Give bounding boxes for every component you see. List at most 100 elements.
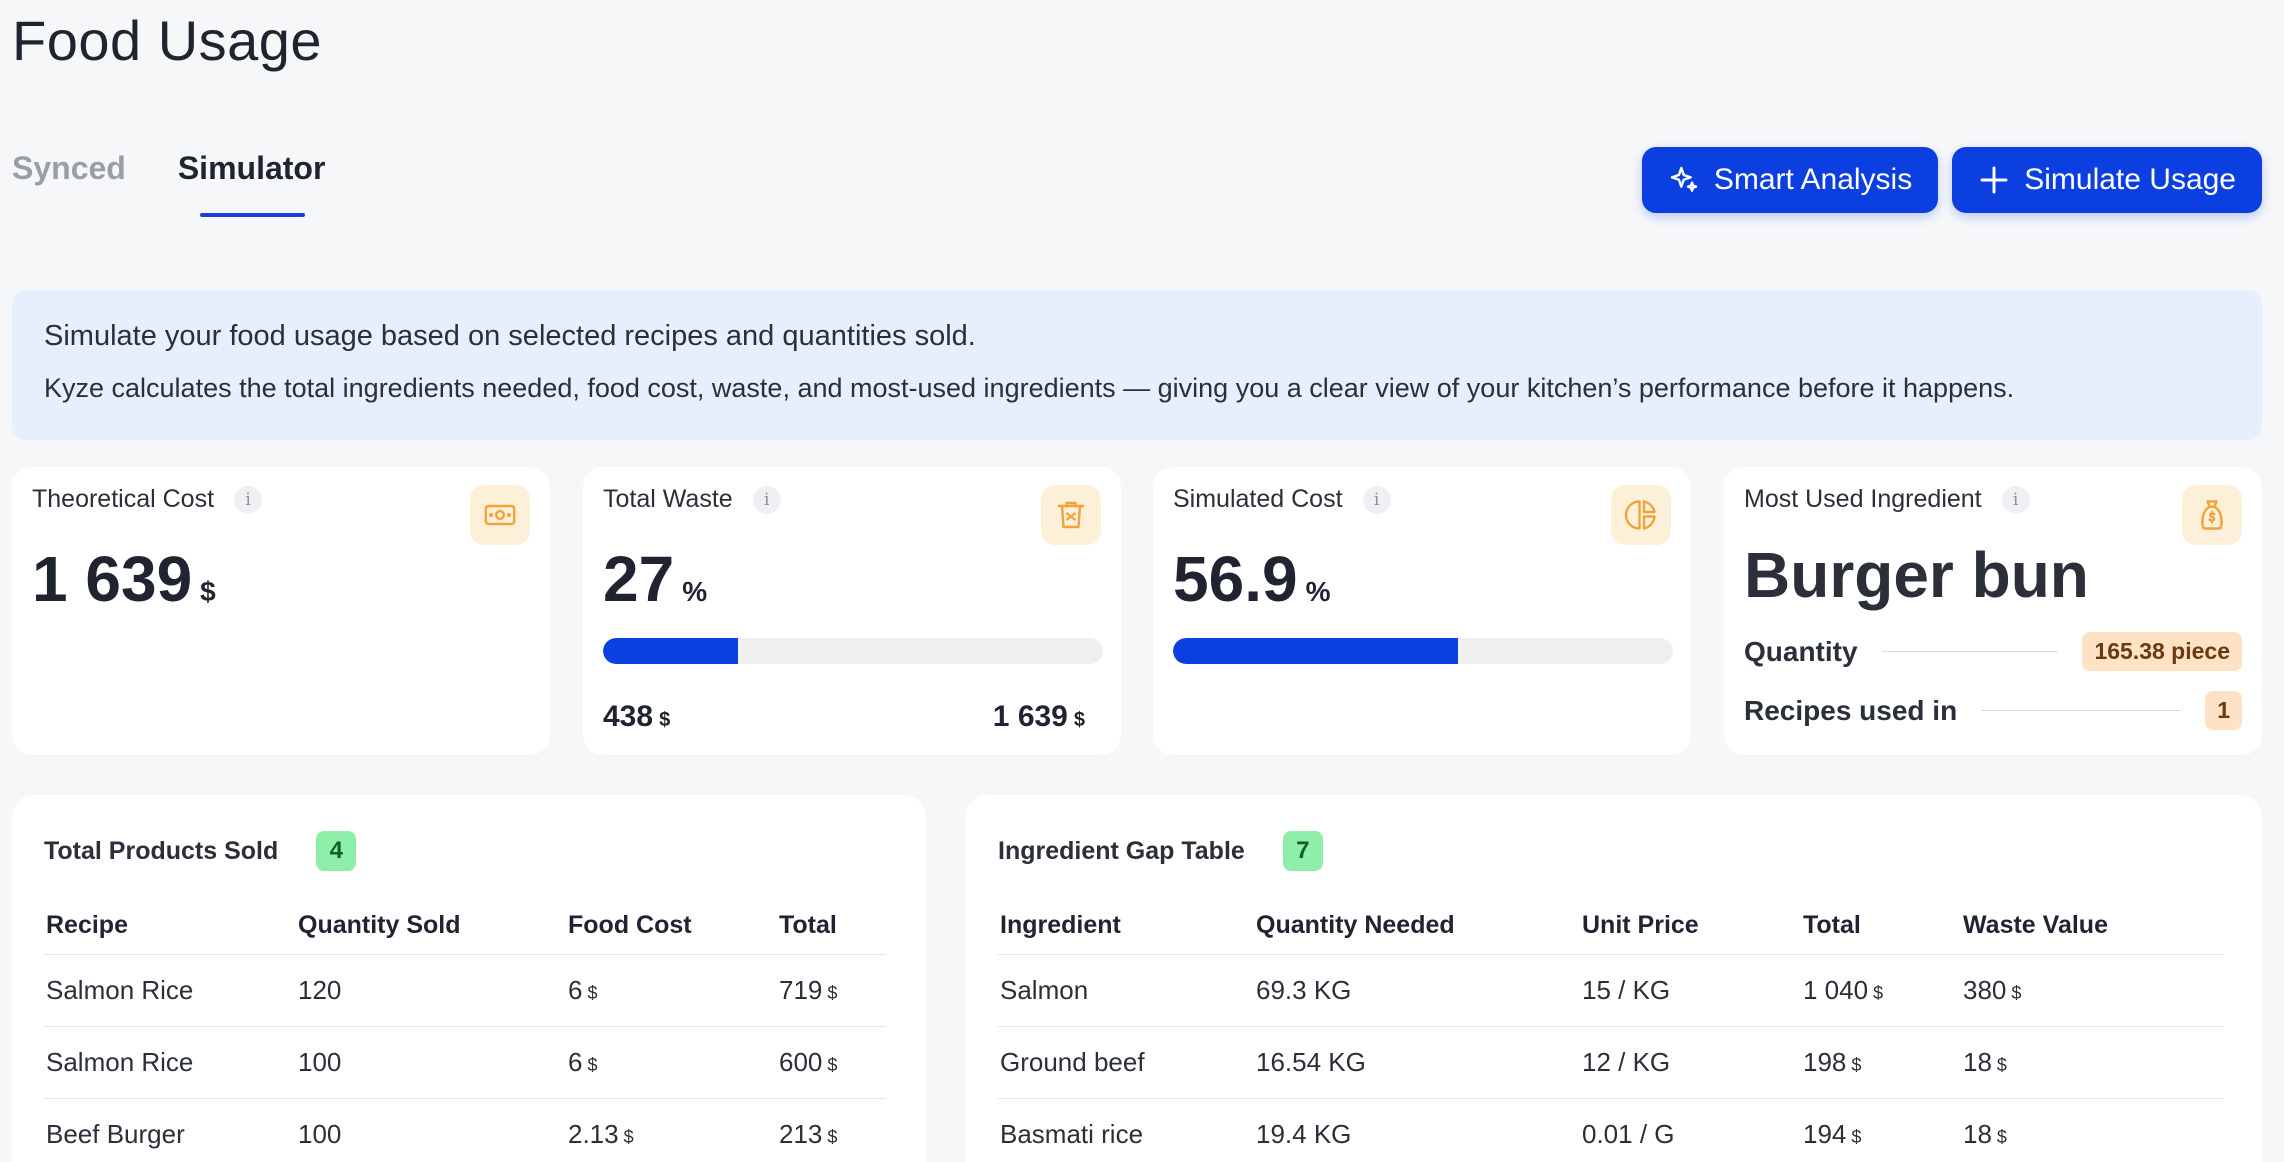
cell-quantity: 120 xyxy=(296,954,566,1027)
tab-synced[interactable]: Synced xyxy=(12,150,126,186)
column-header[interactable]: Total xyxy=(1801,911,1961,955)
column-header[interactable]: Quantity Needed xyxy=(1254,911,1580,955)
simulate-usage-label: Simulate Usage xyxy=(2024,163,2236,196)
divider-line xyxy=(1881,651,2059,652)
kpi-simulated-cost: Simulated Cost i 56.9% xyxy=(1153,467,1691,755)
quantity-row: Quantity 165.38 piece xyxy=(1744,632,2242,671)
currency-unit: $ xyxy=(827,1127,838,1147)
cell-ingredient: Ground beef xyxy=(998,1026,1254,1099)
percent-unit: % xyxy=(1305,576,1331,607)
column-header[interactable]: Waste Value xyxy=(1961,911,2224,955)
quantity-badge: 165.38 piece xyxy=(2082,632,2242,671)
sparkle-icon xyxy=(1670,166,1698,192)
cell-food-cost: 2.13 $ xyxy=(566,1098,777,1162)
currency-unit: $ xyxy=(827,983,838,1003)
cell-total: 600 $ xyxy=(777,1026,886,1099)
table-row[interactable]: Salmon Rice 100 6 $ 600 $ xyxy=(44,1026,886,1099)
recipes-count-badge: 1 xyxy=(2205,691,2242,730)
column-header[interactable]: Unit Price xyxy=(1580,911,1801,955)
table-header-row: Recipe Quantity Sold Food Cost Total xyxy=(44,911,886,955)
tab-bar: Synced Simulator xyxy=(12,150,326,217)
currency-unit: $ xyxy=(200,576,216,607)
quantity-label: Quantity xyxy=(1744,635,1858,667)
products-sold-panel: Total Products Sold 4 Recipe Quantity So… xyxy=(12,795,926,1162)
cell-recipe: Salmon Rice xyxy=(44,954,296,1027)
simulated-cost-progress-bar xyxy=(1173,638,1673,664)
banner-description: Kyze calculates the total ingredients ne… xyxy=(44,373,2015,403)
most-used-ingredient-name: Burger bun xyxy=(1744,539,2089,611)
smart-analysis-button[interactable]: Smart Analysis xyxy=(1641,147,1939,213)
currency-unit: $ xyxy=(1073,709,1085,731)
column-header[interactable]: Food Cost xyxy=(566,911,777,955)
panel-title: Total Products Sold xyxy=(44,836,279,865)
cell-quantity: 100 xyxy=(296,1098,566,1162)
simulate-usage-button[interactable]: Simulate Usage xyxy=(1952,147,2262,213)
cell-food-cost: 6 $ xyxy=(566,1026,777,1099)
kpi-most-used-ingredient: Most Used Ingredient i Burger bun Quanti… xyxy=(1724,467,2262,755)
count-badge: 4 xyxy=(316,831,357,871)
currency-unit: $ xyxy=(623,1127,634,1147)
banner-headline: Simulate your food usage based on select… xyxy=(44,320,976,352)
products-table: Recipe Quantity Sold Food Cost Total Sal… xyxy=(44,911,886,1162)
currency-unit: $ xyxy=(1996,1055,2007,1075)
column-header[interactable]: Quantity Sold xyxy=(296,911,566,955)
kpi-value: 27% xyxy=(603,542,1101,616)
waste-amount: 438 xyxy=(603,700,654,733)
cell-total: 198 $ xyxy=(1801,1026,1961,1099)
value: 719 xyxy=(779,975,823,1005)
column-header[interactable]: Ingredient xyxy=(998,911,1254,955)
table-row[interactable]: Salmon Rice 120 6 $ 719 $ xyxy=(44,954,886,1027)
info-icon[interactable]: i xyxy=(234,485,263,514)
table-row[interactable]: Salmon 69.3 KG 15 / KG 1 040 $ 380 $ xyxy=(998,954,2224,1027)
column-header[interactable]: Recipe xyxy=(44,911,296,955)
recipes-used-label: Recipes used in xyxy=(1744,694,1958,726)
tab-simulator[interactable]: Simulator xyxy=(177,150,326,217)
cell-total: 1 040 $ xyxy=(1801,954,1961,1027)
cell-ingredient: Salmon xyxy=(998,954,1254,1027)
cell-quantity-needed: 16.54 KG xyxy=(1254,1026,1580,1099)
info-icon[interactable]: i xyxy=(2001,485,2030,514)
table-header-row: Ingredient Quantity Needed Unit Price To… xyxy=(998,911,2224,955)
currency-unit: $ xyxy=(587,1055,598,1075)
cell-food-cost: 6 $ xyxy=(566,954,777,1027)
waste-progress-fill xyxy=(603,638,738,664)
value: 380 xyxy=(1963,975,2007,1005)
waste-total-cost: 1 639 xyxy=(992,700,1068,733)
cell-waste-value: 380 $ xyxy=(1961,954,2224,1027)
table-row[interactable]: Ground beef 16.54 KG 12 / KG 198 $ 18 $ xyxy=(998,1026,2224,1099)
simulated-cost-progress-fill xyxy=(1173,638,1458,664)
info-banner: Simulate your food usage based on select… xyxy=(12,290,2262,440)
info-icon[interactable]: i xyxy=(1362,485,1391,514)
kpi-total-waste: Total Waste i 27% 438 $ 1 639 $ xyxy=(583,467,1121,755)
value: 213 xyxy=(779,1119,823,1149)
value: 600 xyxy=(779,1047,823,1077)
pie-chart-icon xyxy=(1611,485,1671,545)
info-icon[interactable]: i xyxy=(752,485,781,514)
divider-line xyxy=(1981,710,2182,711)
kpi-title: Theoretical Cost xyxy=(32,485,215,513)
cell-total: 213 $ xyxy=(777,1098,886,1162)
kpi-value: 1 639 $ xyxy=(32,542,530,616)
currency-unit: $ xyxy=(1996,1127,2007,1147)
cell-recipe: Beef Burger xyxy=(44,1098,296,1162)
table-row[interactable]: Beef Burger 100 2.13 $ 213 $ xyxy=(44,1098,886,1162)
table-row[interactable]: Basmati rice 19.4 KG 0.01 / G 194 $ 18 $ xyxy=(998,1098,2224,1162)
cell-waste-value: 18 $ xyxy=(1961,1026,2224,1099)
smart-analysis-label: Smart Analysis xyxy=(1713,163,1913,196)
count-badge: 7 xyxy=(1282,831,1323,871)
value: 198 xyxy=(1803,1047,1847,1077)
currency-unit: $ xyxy=(587,983,598,1003)
waste-breakdown: 438 $ 1 639 $ xyxy=(603,700,1101,734)
waste-progress-bar xyxy=(603,638,1103,664)
plus-icon xyxy=(1980,166,2008,194)
cell-unit-price: 0.01 / G xyxy=(1580,1098,1801,1162)
total-waste-value: 27 xyxy=(603,543,675,615)
kpi-title: Simulated Cost xyxy=(1173,485,1343,513)
cell-quantity-needed: 19.4 KG xyxy=(1254,1098,1580,1162)
cell-unit-price: 12 / KG xyxy=(1580,1026,1801,1099)
column-header[interactable]: Total xyxy=(777,911,886,955)
value: 1 040 xyxy=(1803,975,1869,1005)
cell-waste-value: 18 $ xyxy=(1961,1098,2224,1162)
ingredient-gap-panel: Ingredient Gap Table 7 Ingredient Quanti… xyxy=(966,795,2262,1162)
percent-unit: % xyxy=(682,576,708,607)
